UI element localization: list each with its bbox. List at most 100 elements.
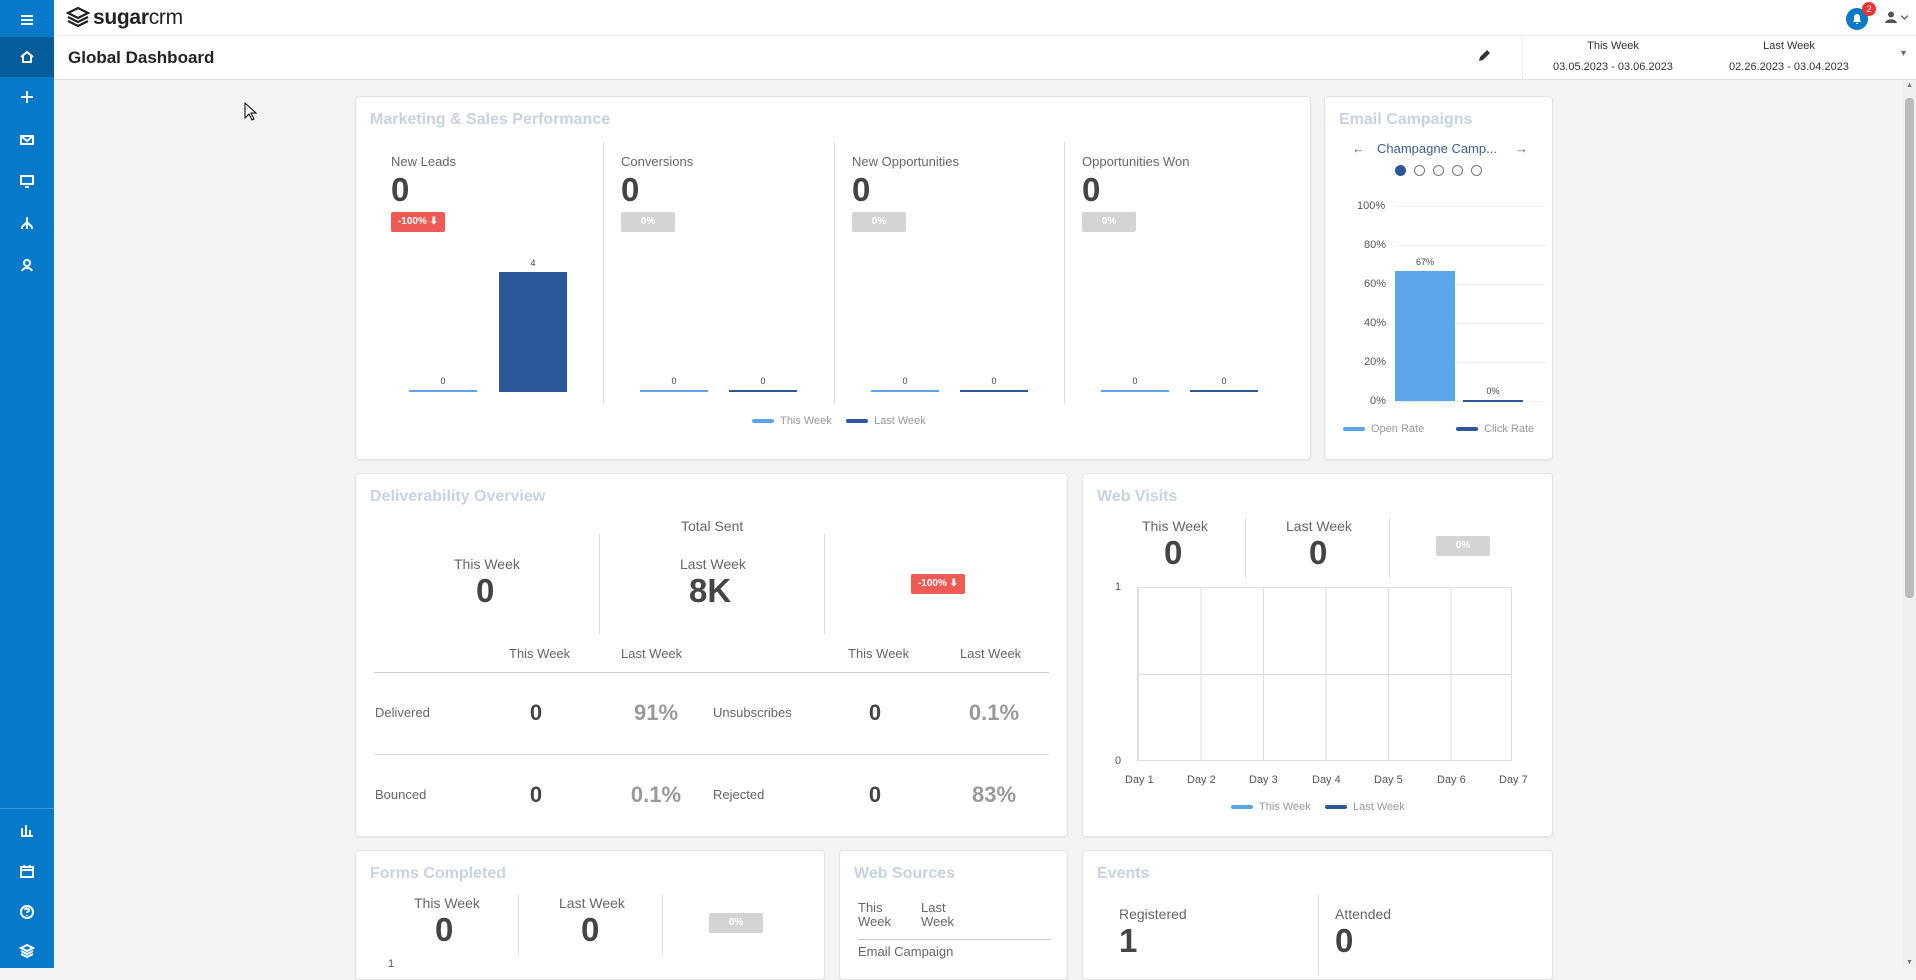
dashboard-header: Global Dashboard This Week 03.05.2023 - … bbox=[54, 36, 1916, 80]
metric-label: New Opportunities bbox=[852, 154, 959, 169]
legend-label: Last Week bbox=[1353, 801, 1405, 813]
bar-last-week bbox=[499, 272, 567, 392]
mail-icon[interactable] bbox=[0, 120, 54, 160]
chevron-down-icon bbox=[1900, 15, 1909, 20]
logo-text: sugar bbox=[93, 6, 149, 29]
this-week-range: This Week 03.05.2023 - 03.06.2023 bbox=[1523, 40, 1703, 73]
sidebar bbox=[0, 0, 54, 968]
change-badge: 0% bbox=[1436, 536, 1490, 556]
web-sources-card: Web Sources This Week Last Week Email Ca… bbox=[839, 850, 1068, 980]
y-tick: 60% bbox=[1364, 278, 1387, 290]
legend-this-week: This Week bbox=[752, 415, 832, 427]
col-this-week: This Week bbox=[858, 900, 891, 929]
bounced-this-week: 0 bbox=[529, 782, 543, 807]
card-title: Email Campaigns bbox=[1339, 111, 1473, 128]
page-scrollbar[interactable]: ▲ ▼ bbox=[1902, 80, 1916, 968]
rejected-this-week: 0 bbox=[868, 782, 882, 807]
plus-icon[interactable] bbox=[0, 77, 54, 117]
sugarcrm-logo[interactable]: sugar crm bbox=[66, 6, 183, 30]
this-week-label: This Week bbox=[414, 895, 480, 911]
change-badge: -100% ⬇ bbox=[391, 212, 445, 232]
last-week-label: Last Week bbox=[559, 895, 625, 911]
scroll-up-arrow[interactable]: ▲ bbox=[1906, 82, 1913, 89]
y-tick: 20% bbox=[1364, 356, 1387, 368]
card-title: Events bbox=[1097, 865, 1150, 882]
prev-campaign-button[interactable]: ← bbox=[1352, 141, 1365, 156]
change-badge: 0% bbox=[852, 212, 906, 232]
caret-down-icon[interactable]: ▾ bbox=[1900, 48, 1906, 59]
events-card: Events Registered 1 Attended 0 bbox=[1082, 850, 1553, 980]
this-week-label: This Week bbox=[1587, 40, 1639, 52]
x-tick: Day 6 bbox=[1437, 774, 1466, 786]
bar-last-week bbox=[1190, 390, 1258, 392]
this-week-dates: 03.05.2023 - 03.06.2023 bbox=[1553, 61, 1673, 73]
user-menu-button[interactable] bbox=[1884, 10, 1909, 24]
bar-this-week bbox=[1101, 390, 1169, 392]
bar-this-week bbox=[409, 390, 477, 392]
last-week-visits: 0 bbox=[1309, 534, 1328, 571]
change-badge: 0% bbox=[621, 212, 675, 232]
bell-icon bbox=[1853, 14, 1861, 24]
delivered-this-week: 0 bbox=[529, 700, 543, 725]
card-title: Forms Completed bbox=[370, 865, 507, 882]
dot-active[interactable] bbox=[1395, 165, 1406, 176]
legend-label: This Week bbox=[1259, 801, 1311, 813]
chart-icon[interactable] bbox=[0, 810, 54, 850]
bar-last-week bbox=[729, 390, 797, 392]
bar-this-week bbox=[640, 390, 708, 392]
rejected-last-week: 83% bbox=[971, 782, 1017, 807]
menu-icon[interactable] bbox=[0, 0, 54, 40]
edit-dashboard-button[interactable] bbox=[1478, 48, 1496, 66]
dot[interactable] bbox=[1433, 165, 1444, 176]
card-title: Web Visits bbox=[1097, 488, 1178, 505]
layers-icon[interactable] bbox=[0, 930, 54, 970]
bounced-last-week: 0.1% bbox=[630, 782, 682, 807]
home-icon[interactable] bbox=[0, 37, 54, 77]
help-icon[interactable] bbox=[0, 892, 54, 932]
contact-icon[interactable] bbox=[0, 245, 54, 285]
bar-label: 0 bbox=[760, 376, 766, 386]
bar-label: 4 bbox=[530, 258, 536, 268]
unsubscribes-last-week: 0.1% bbox=[968, 700, 1020, 725]
bar-label: 0 bbox=[1221, 376, 1227, 386]
deliverability-card: Deliverability Overview Total Sent This … bbox=[355, 473, 1068, 837]
card-title: Deliverability Overview bbox=[370, 488, 546, 505]
dot[interactable] bbox=[1414, 165, 1425, 176]
notifications-button[interactable] bbox=[1846, 8, 1868, 30]
y-tick: 100% bbox=[1357, 200, 1386, 212]
this-week-total: 0 bbox=[476, 572, 495, 609]
legend-this-week: This Week bbox=[1231, 801, 1311, 813]
this-week-label: This Week bbox=[1142, 518, 1208, 534]
date-range-selector[interactable]: This Week 03.05.2023 - 03.06.2023 Last W… bbox=[1522, 36, 1916, 80]
x-tick: Day 1 bbox=[1125, 774, 1154, 786]
bar-label: 0 bbox=[991, 376, 997, 386]
y-tick: 0% bbox=[1370, 395, 1386, 407]
col-last-week: Last Week bbox=[921, 900, 954, 929]
scroll-thumb[interactable] bbox=[1905, 98, 1914, 598]
notification-count-badge: 2 bbox=[1862, 2, 1876, 16]
x-tick: Day 2 bbox=[1187, 774, 1216, 786]
metric-label: Conversions bbox=[621, 154, 694, 169]
last-week-dates: 02.26.2023 - 03.04.2023 bbox=[1729, 61, 1849, 73]
email-campaigns-card: Email Campaigns ← Champagne Camp... → 10… bbox=[1324, 96, 1553, 460]
last-week-forms: 0 bbox=[581, 911, 600, 948]
next-campaign-button[interactable]: → bbox=[1515, 141, 1528, 156]
dot[interactable] bbox=[1452, 165, 1463, 176]
sitemap-icon[interactable] bbox=[0, 203, 54, 243]
marketing-sales-card: Marketing & Sales Performance New Leads … bbox=[355, 96, 1311, 460]
bar-label: 0% bbox=[1486, 386, 1500, 396]
calendar-icon[interactable] bbox=[0, 851, 54, 891]
mouse-cursor bbox=[244, 101, 258, 127]
monitor-icon[interactable] bbox=[0, 161, 54, 201]
metric-value: 0 bbox=[621, 171, 640, 208]
top-bar: sugar crm 2 bbox=[54, 0, 1916, 36]
scroll-down-arrow[interactable]: ▼ bbox=[1906, 959, 1913, 966]
bar-this-week bbox=[871, 390, 939, 392]
x-tick: Day 4 bbox=[1312, 774, 1341, 786]
y-tick: 80% bbox=[1364, 239, 1387, 251]
dot[interactable] bbox=[1471, 165, 1482, 176]
last-week-label: Last Week bbox=[1286, 518, 1352, 534]
metric-value: 0 bbox=[391, 171, 410, 208]
attended-value: 0 bbox=[1335, 922, 1354, 959]
forms-completed-card: Forms Completed This Week 0 Last Week 0 … bbox=[355, 850, 825, 980]
